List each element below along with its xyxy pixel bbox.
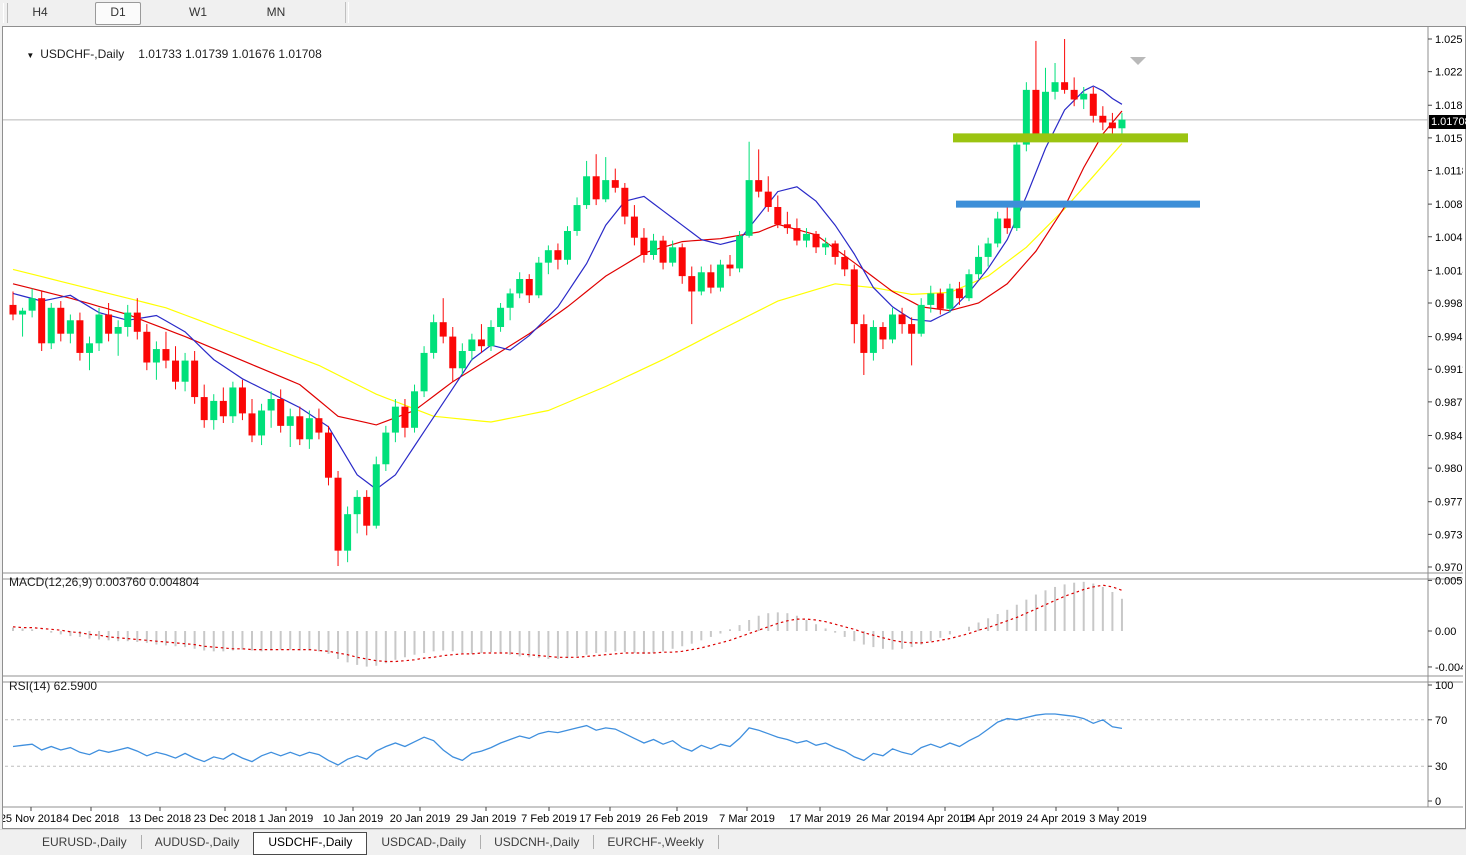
- svg-text:0.97390: 0.97390: [1435, 529, 1463, 541]
- symbol-dropdown-icon[interactable]: ▼: [26, 51, 35, 60]
- svg-text:1.00140: 1.00140: [1435, 265, 1463, 277]
- toolbar-grip-icon: [3, 3, 8, 23]
- svg-text:26 Feb 2019: 26 Feb 2019: [646, 813, 708, 825]
- svg-text:20 Jan 2019: 20 Jan 2019: [390, 813, 451, 825]
- svg-text:0.00: 0.00: [1435, 626, 1456, 638]
- tabbar-grip: [0, 830, 28, 852]
- svg-text:25 Nov 2018: 25 Nov 2018: [3, 813, 62, 825]
- chart-canvas[interactable]: 1.02550 1.02210 1.01860 1.01520 1.01180 1.008…: [3, 27, 1463, 826]
- tab-divider: [140, 835, 142, 849]
- svg-text:0.99110: 0.99110: [1435, 364, 1463, 376]
- svg-text:100: 100: [1435, 680, 1453, 692]
- svg-text:0.97730: 0.97730: [1435, 497, 1463, 509]
- tab-divider: [593, 835, 595, 849]
- svg-text:1.00490: 1.00490: [1435, 232, 1463, 244]
- chart-title: ▼ USDCHF-,Daily 1.01733 1.01739 1.01676 1.…: [13, 33, 322, 75]
- svg-text:0.98080: 0.98080: [1435, 463, 1463, 475]
- svg-text:0.99800: 0.99800: [1435, 298, 1463, 310]
- timeframe-toolbar: H4 D1 W1 MN: [0, 0, 1466, 26]
- svg-text:17 Mar 2019: 17 Mar 2019: [789, 813, 851, 825]
- svg-text:0.99450: 0.99450: [1435, 332, 1463, 344]
- macd-indicator-label: MACD(12,26,9) 0.003760 0.004804: [9, 575, 200, 589]
- svg-text:3 May 2019: 3 May 2019: [1089, 813, 1146, 825]
- svg-text:30: 30: [1435, 761, 1447, 773]
- chart-window[interactable]: 1.02550 1.02210 1.01860 1.01520 1.01180 1.008…: [2, 26, 1466, 829]
- svg-text:0.98770: 0.98770: [1435, 397, 1463, 409]
- tab-audusd-daily[interactable]: AUDUSD-,Daily: [141, 832, 255, 852]
- svg-text:1.02210: 1.02210: [1435, 67, 1463, 79]
- symbol-name: USDCHF-,Daily: [40, 47, 125, 61]
- tab-usdchf-daily[interactable]: USDCHF-,Daily: [253, 832, 368, 855]
- svg-text:26 Mar 2019: 26 Mar 2019: [856, 813, 918, 825]
- rsi-indicator-label: RSI(14) 62.5900: [9, 679, 98, 693]
- tab-divider: [717, 835, 719, 849]
- toolbar-separator: [345, 2, 349, 23]
- ohlc-values: 1.01733 1.01739 1.01676 1.01708: [138, 47, 322, 61]
- svg-text:24 Apr 2019: 24 Apr 2019: [1026, 813, 1085, 825]
- tab-eurchf-weekly[interactable]: EURCHF-,Weekly: [593, 832, 719, 852]
- svg-text:0.98420: 0.98420: [1435, 430, 1463, 442]
- svg-text:10 Jan 2019: 10 Jan 2019: [323, 813, 384, 825]
- chart-tab-bar: EURUSD-,Daily AUDUSD-,Daily USDCHF-,Dail…: [0, 829, 1466, 855]
- svg-text:17 Feb 2019: 17 Feb 2019: [579, 813, 641, 825]
- svg-text:1.00830: 1.00830: [1435, 199, 1463, 211]
- svg-text:0.97050: 0.97050: [1435, 562, 1463, 574]
- svg-text:14 Apr 2019: 14 Apr 2019: [963, 813, 1022, 825]
- svg-text:1.01520: 1.01520: [1435, 133, 1463, 145]
- svg-text:7 Feb 2019: 7 Feb 2019: [521, 813, 577, 825]
- svg-text:1.01180: 1.01180: [1435, 166, 1463, 178]
- svg-text:1.01860: 1.01860: [1435, 100, 1463, 112]
- tab-divider: [480, 835, 482, 849]
- svg-text:0: 0: [1435, 796, 1441, 808]
- timeframe-button-mn[interactable]: MN: [266, 5, 286, 19]
- svg-text:70: 70: [1435, 715, 1447, 727]
- svg-text:1.02550: 1.02550: [1435, 34, 1463, 46]
- timeframe-button-h4[interactable]: H4: [32, 5, 48, 19]
- svg-text:4 Dec 2018: 4 Dec 2018: [63, 813, 119, 825]
- svg-text:1 Jan 2019: 1 Jan 2019: [259, 813, 313, 825]
- timeframe-button-w1[interactable]: W1: [189, 5, 207, 19]
- svg-text:-0.004243: -0.004243: [1435, 662, 1463, 674]
- svg-text:7 Mar 2019: 7 Mar 2019: [719, 813, 775, 825]
- tab-usdcad-daily[interactable]: USDCAD-,Daily: [367, 832, 482, 852]
- svg-text:29 Jan 2019: 29 Jan 2019: [456, 813, 517, 825]
- svg-text:0.00597: 0.00597: [1435, 575, 1463, 587]
- tab-usdcnh-daily[interactable]: USDCNH-,Daily: [480, 832, 595, 852]
- current-price-tag: 1.01708: [1429, 114, 1466, 129]
- timeframe-button-d1[interactable]: D1: [95, 2, 141, 25]
- svg-text:13 Dec 2018: 13 Dec 2018: [129, 813, 191, 825]
- svg-text:4 Apr 2019: 4 Apr 2019: [918, 813, 971, 825]
- svg-text:23 Dec 2018: 23 Dec 2018: [194, 813, 256, 825]
- tab-eurusd-daily[interactable]: EURUSD-,Daily: [28, 832, 142, 852]
